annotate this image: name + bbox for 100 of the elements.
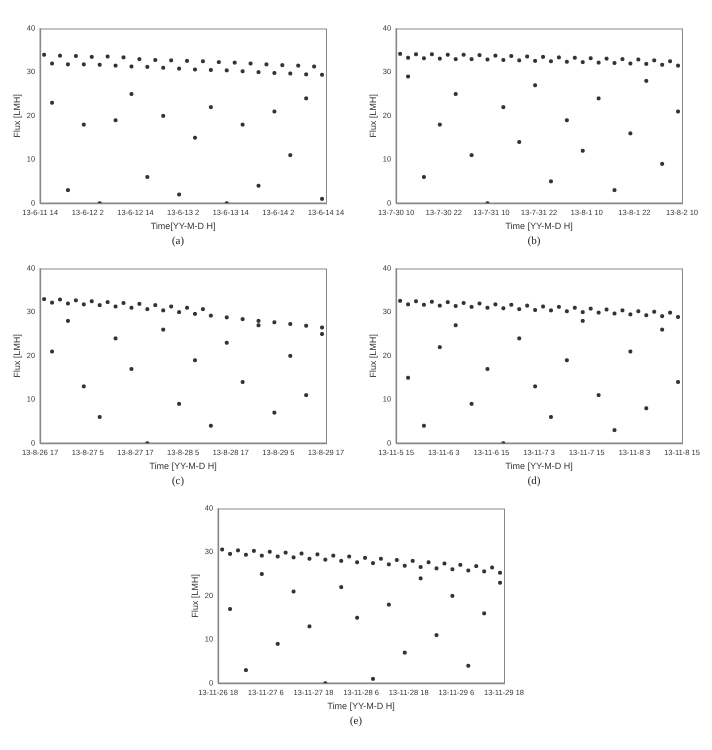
point [98,62,102,67]
point [470,57,474,62]
y-axis-title: Flux [LMH] [368,334,378,378]
point [320,72,324,77]
point [50,61,54,66]
point [240,122,245,127]
point [580,318,585,323]
point [208,105,213,110]
y-axis-title: Flux [LMH] [190,574,200,618]
text: (d) [526,475,542,487]
point [114,304,118,308]
point [450,594,454,598]
x-axis-title: Time [YY-M-D H] [505,461,573,472]
point [228,552,232,556]
point [339,585,344,590]
point [208,424,213,428]
point [177,192,182,196]
x-axis-title: Time [YY-M-D H] [327,701,395,712]
point [501,105,506,110]
point [240,380,245,384]
point [454,304,458,308]
point [272,410,276,415]
point [628,349,632,354]
point [228,606,232,611]
point [50,300,54,305]
point [66,318,70,323]
point [304,393,308,398]
point [260,572,264,576]
point [660,314,664,318]
y-axis-title: Flux [LMH] [12,334,22,378]
point [161,308,166,312]
point [386,562,391,566]
point [292,589,296,594]
point [564,60,569,64]
point [470,304,474,309]
point [434,633,439,638]
point [676,64,680,68]
point [438,122,442,127]
point [50,349,54,354]
point [256,318,261,323]
point [406,302,410,306]
point [402,650,407,655]
point [82,122,86,127]
point [355,560,360,564]
point [145,174,150,179]
x-axis-title: Time [YY-M-D H] [505,221,573,232]
point [66,301,70,306]
point [612,311,617,316]
point [422,302,426,307]
point [454,57,458,62]
point [402,564,407,568]
point [533,308,538,312]
point [644,62,648,66]
point [612,188,617,192]
point [288,153,292,158]
point [307,556,312,561]
point [533,83,538,88]
point [548,179,553,184]
point [288,322,292,326]
point [596,60,601,65]
point [612,61,617,66]
point [161,328,166,332]
text: (b) [526,235,542,247]
point [98,414,102,419]
point [192,312,197,316]
point [208,68,213,72]
point [485,58,490,62]
x-axis-title: Time[YY-M-D H] [150,221,216,232]
point [288,354,292,358]
point [320,196,324,201]
point [320,325,324,330]
point [596,96,601,100]
point [501,306,506,310]
point [628,312,632,316]
point [224,340,229,345]
point [628,61,632,66]
point [240,69,245,74]
point [307,624,312,628]
point [596,310,601,315]
point [485,306,490,310]
point [548,308,553,312]
point [660,62,664,67]
point [66,62,70,66]
point [564,118,569,122]
point [260,554,264,558]
point [276,642,280,646]
point [161,114,166,118]
point [533,58,538,63]
point [82,62,86,66]
point [370,561,375,566]
point [580,310,585,314]
point [386,602,391,607]
point [288,71,292,76]
point [438,304,442,308]
point [244,552,248,557]
point [517,140,522,144]
y-axis-title: Flux [LMH] [12,94,22,138]
point [370,676,375,681]
point [192,358,197,362]
point [517,336,522,340]
